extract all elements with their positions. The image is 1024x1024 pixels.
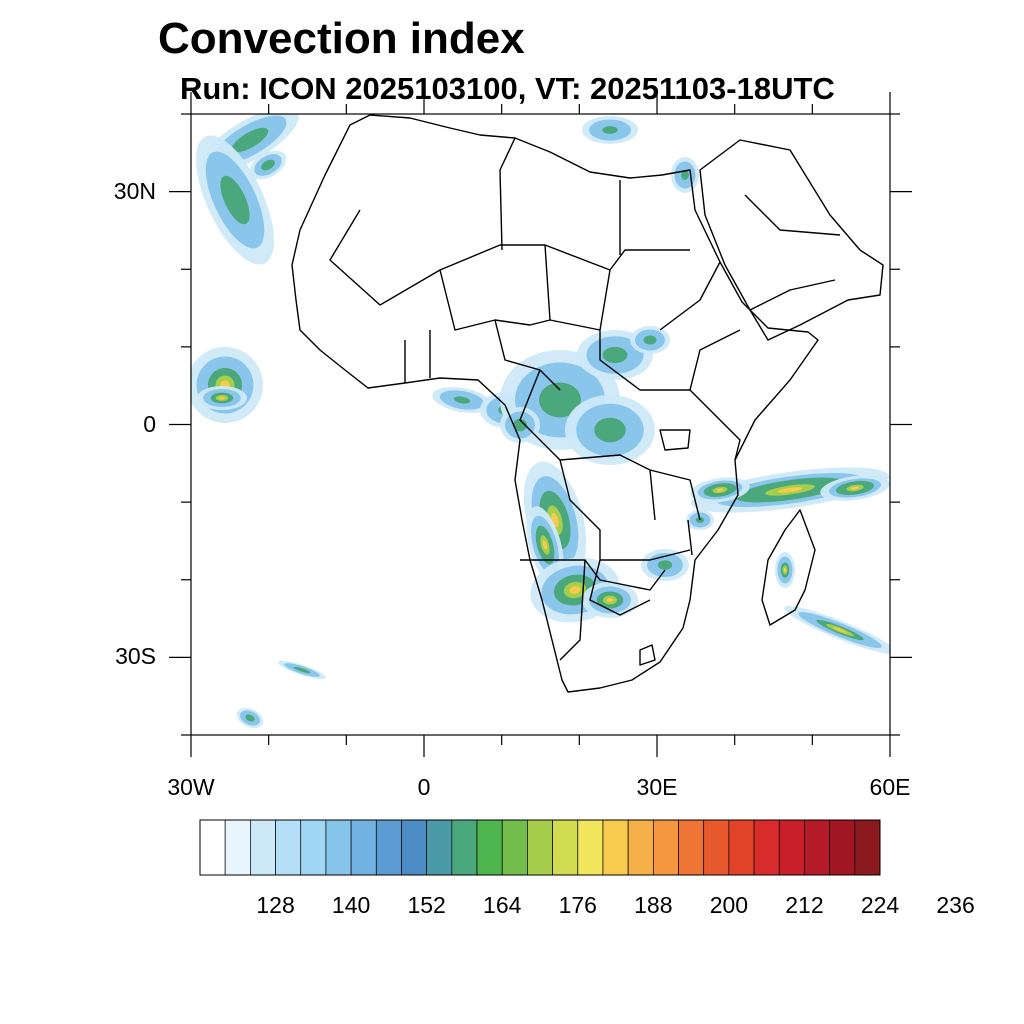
chart-title: Convection index: [158, 14, 525, 63]
lon-label: 30E: [636, 774, 678, 800]
convection-cell-northwest-atlantic-band: [196, 114, 299, 265]
colorbar-label: 140: [332, 892, 370, 918]
colorbar-swatch: [753, 819, 780, 876]
convection-cell-west-atlantic-equatorial: [191, 347, 263, 423]
boundary-line: [749, 279, 836, 311]
colorbar-swatch: [728, 819, 755, 876]
colorbar-swatch: [829, 819, 856, 876]
colorbar-label: 236: [936, 892, 974, 918]
boundary-line: [761, 509, 816, 626]
colorbar-swatch: [476, 819, 503, 876]
colorbar-swatch: [652, 819, 679, 876]
convection-cell-indian-ocean-tropical: [690, 467, 890, 513]
boundary-line: [499, 137, 516, 251]
colorbar-swatch: [401, 819, 428, 876]
colorbar-swatch: [678, 819, 705, 876]
convection-cell-southwest-atlantic-small: [236, 660, 326, 729]
colorbar-swatch: [300, 819, 327, 876]
boundary-line: [520, 559, 666, 591]
colorbar: 128 140 152 164 176 188 200 212 224 236: [199, 819, 975, 918]
colorbar-swatch: [451, 819, 478, 876]
colorbar-swatch: [854, 819, 881, 876]
colorbar-swatch: [501, 819, 528, 876]
lat-label: 0: [143, 410, 156, 437]
boundary-line: [494, 319, 561, 391]
colorbar-label: 164: [483, 892, 522, 918]
colorbar-swatch: [275, 819, 302, 876]
lon-label: 60E: [869, 774, 911, 800]
colorbar-swatch: [804, 819, 830, 876]
colorbar-swatch: [627, 819, 654, 876]
convection-cell-south-sudan-ethiopia: [577, 326, 670, 380]
run-subtitle: Run: ICON 2025103100, VT: 20251103-18UTC: [180, 71, 835, 106]
boundary-line: [689, 389, 741, 461]
colorbar-swatch: [703, 819, 730, 876]
boundary-line: [659, 261, 721, 331]
convection-cell-east-mediterranean: [582, 116, 699, 193]
boundary-line: [639, 644, 656, 666]
colorbar-swatch: [602, 819, 629, 876]
convection-cell-congo-basin: [500, 350, 655, 465]
axis-ticks: [169, 92, 912, 757]
colorbar-swatch: [577, 819, 604, 876]
convection-cell-madagascar-southeast-band: [775, 552, 890, 654]
boundary-line: [291, 114, 819, 693]
colorbar-label: 224: [861, 892, 900, 918]
lon-label: 0: [417, 774, 431, 800]
convection-cell-botswana-south-africa: [530, 557, 638, 623]
colorbar-swatch: [250, 819, 276, 876]
lat-label: 30S: [115, 643, 156, 670]
boundary-line: [659, 429, 691, 451]
colorbar-swatch: [527, 819, 553, 876]
colorbar-label: 152: [407, 892, 445, 918]
boundary-line: [649, 469, 701, 521]
boundary-line: [599, 329, 741, 391]
colorbar-swatch: [199, 819, 226, 876]
boundary-line: [649, 469, 693, 556]
lat-label: 30N: [113, 177, 156, 204]
boundary-line: [744, 194, 841, 236]
boundary-line: [404, 330, 431, 383]
colorbar-label: 176: [559, 892, 597, 918]
colorbar-label: 200: [710, 892, 748, 918]
boundary-line: [544, 244, 611, 331]
colorbar-swatch: [552, 819, 579, 876]
colorbar-swatch: [375, 819, 402, 876]
boundary-line: [329, 209, 690, 306]
colorbar-swatch: [778, 819, 805, 876]
colorbar-swatch: [426, 819, 453, 876]
boundary-line: [519, 369, 651, 471]
colorbar-swatch: [224, 819, 251, 876]
colorbar-label: 212: [785, 892, 823, 918]
boundary-line: [699, 139, 884, 341]
colorbar-swatch: [350, 819, 377, 876]
colorbar-label: 128: [256, 892, 294, 918]
colorbar-swatch: [325, 819, 352, 876]
colorbar-frame: [199, 819, 881, 876]
convection-cell-mozambique: [641, 510, 714, 581]
country-borders: [291, 114, 884, 693]
boundary-line: [589, 559, 651, 616]
boundary-line: [559, 459, 691, 561]
boundary-line: [559, 559, 586, 661]
convection-cell-angola-namibia: [523, 461, 587, 584]
colorbar-label: 188: [634, 892, 672, 918]
lon-label: 30W: [167, 774, 215, 800]
convection-field-layer: [191, 114, 890, 729]
